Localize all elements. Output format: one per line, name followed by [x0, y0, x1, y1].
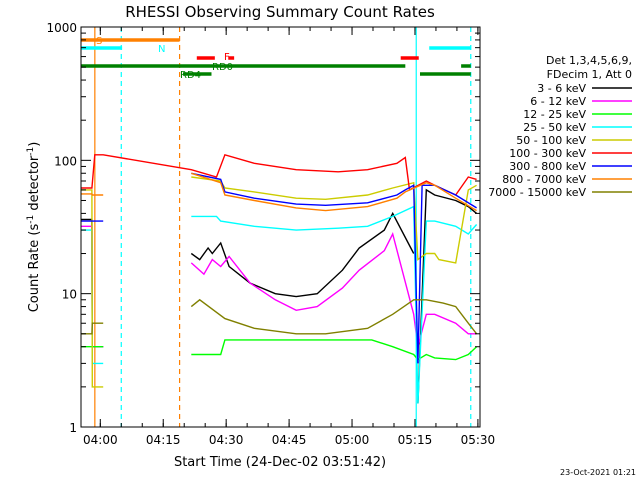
x-tick-label: 05:30 [461, 433, 496, 447]
series-line-3-6-keV-part-3 [417, 188, 478, 404]
y-axis-label: Count Rate (s-1 detector-1) [26, 142, 42, 313]
legend-entry-label: 300 - 800 keV [509, 160, 586, 173]
legend-entry-label: 7000 - 15000 keV [488, 186, 586, 199]
series-line-25-50-keV-part-2 [191, 205, 478, 404]
series-line-50-100-keV-part-1 [81, 189, 104, 388]
legend-entry-label: 100 - 300 keV [509, 147, 586, 160]
x-tick-label: 04:30 [209, 433, 244, 447]
footer-date: 23-Oct-2021 01:21 [560, 468, 636, 477]
series-line-300-800-keV-part-2 [191, 172, 477, 364]
y-tick-label: 1000 [46, 21, 77, 35]
x-tick-label: 05:00 [335, 433, 370, 447]
series-line-6-12-keV-part-2 [190, 232, 477, 347]
legend-header-detectors: Det 1,3,4,5,6,9, [546, 54, 632, 67]
flag-label-f: F [224, 52, 230, 63]
legend-entry-label: 6 - 12 keV [530, 95, 586, 108]
x-tick-label: 05:15 [398, 433, 433, 447]
y-tick-label: 10 [62, 288, 77, 302]
y-tick-label: 100 [54, 154, 77, 168]
x-tick-label: 04:15 [146, 433, 181, 447]
flag-label-s: S [96, 36, 102, 47]
x-axis: 04:00 04:15 04:30 04:45 05:00 05:15 05:30 [83, 27, 495, 447]
series-line-50-100-keV-part-2 [191, 176, 477, 264]
x-axis-label: Start Time (24-Dec-02 03:51:42) [174, 455, 386, 470]
flag-label-n: N [158, 44, 165, 55]
flag-label-rd4: RD4 [180, 70, 201, 81]
series-line-800-7000-keV-part-2 [191, 172, 477, 212]
series-line-800-7000-keV-part-1 [81, 193, 104, 196]
series-line-3-6-keV-part-2 [190, 211, 415, 298]
y-axis: 1 10 100 1000 [46, 21, 480, 435]
series-line-7000-15000-keV-part-1 [81, 322, 104, 335]
legend-entry-label: 50 - 100 keV [516, 134, 586, 147]
series-line-7000-15000-keV-part-2 [190, 298, 478, 335]
legend: Det 1,3,4,5,6,9, FDecim 1, Att 0 3 - 6 k… [488, 54, 632, 199]
x-tick-label: 04:00 [83, 433, 118, 447]
x-tick-label: 04:45 [272, 433, 307, 447]
flag-label-rd0: RD0 [212, 62, 233, 73]
legend-entry-label: 12 - 25 keV [523, 108, 586, 121]
y-tick-label: 1 [69, 421, 77, 435]
legend-entry-label: 3 - 6 keV [537, 82, 586, 95]
chart-title: RHESSI Observing Summary Count Rates [125, 3, 435, 21]
plot-frame [80, 26, 481, 428]
series-line-12-25-keV-part-2 [191, 339, 478, 361]
legend-entry-label: 800 - 7000 keV [502, 173, 586, 186]
legend-header-decimation: FDecim 1, Att 0 [547, 68, 632, 81]
legend-entry-label: 25 - 50 keV [523, 121, 586, 134]
